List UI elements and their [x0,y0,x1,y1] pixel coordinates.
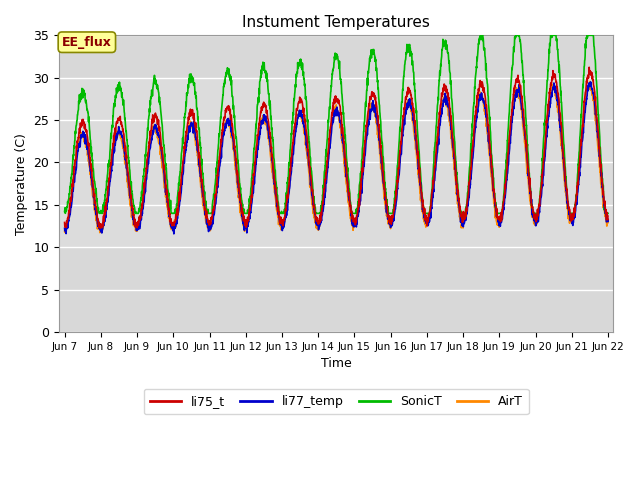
SonicT [61,209,68,215]
li75_t [97,225,105,231]
Legend: li75_t, li77_temp, SonicT, AirT: li75_t, li77_temp, SonicT, AirT [144,389,529,414]
SonicT [495,210,502,216]
li77_temp [170,231,178,237]
li77_temp [604,216,612,222]
SonicT [364,71,372,76]
SonicT [557,84,564,90]
li77_temp [556,122,564,128]
li75_t [604,216,612,222]
Bar [59,78,614,247]
li75_t [556,111,564,117]
AirT [352,218,360,224]
li75_t [495,216,502,222]
li75_t [352,217,360,223]
SonicT [477,33,484,38]
AirT [364,119,372,125]
AirT [212,186,220,192]
AirT [604,219,612,225]
X-axis label: Time: Time [321,357,352,370]
li77_temp [572,209,579,215]
SonicT [212,167,220,172]
Text: EE_flux: EE_flux [62,36,112,48]
li75_t [586,64,593,70]
li75_t [572,201,579,207]
li77_temp [352,220,360,226]
AirT [61,228,68,234]
li77_temp [364,122,372,128]
AirT [572,205,579,211]
Line: SonicT: SonicT [65,36,608,213]
li75_t [212,189,220,194]
SonicT [352,210,360,216]
li77_temp [212,194,220,200]
li77_temp [61,226,68,231]
SonicT [61,210,69,216]
li77_temp [587,79,595,85]
AirT [495,222,502,228]
Line: li77_temp: li77_temp [65,82,608,234]
SonicT [572,202,579,208]
SonicT [604,210,612,216]
Y-axis label: Temperature (C): Temperature (C) [15,133,28,235]
AirT [586,79,594,84]
li77_temp [495,219,502,225]
AirT [556,131,564,136]
li75_t [364,110,372,116]
Title: Instument Temperatures: Instument Temperatures [243,15,430,30]
li75_t [61,219,68,225]
AirT [96,230,104,236]
Line: AirT: AirT [65,82,608,233]
Line: li75_t: li75_t [65,67,608,228]
